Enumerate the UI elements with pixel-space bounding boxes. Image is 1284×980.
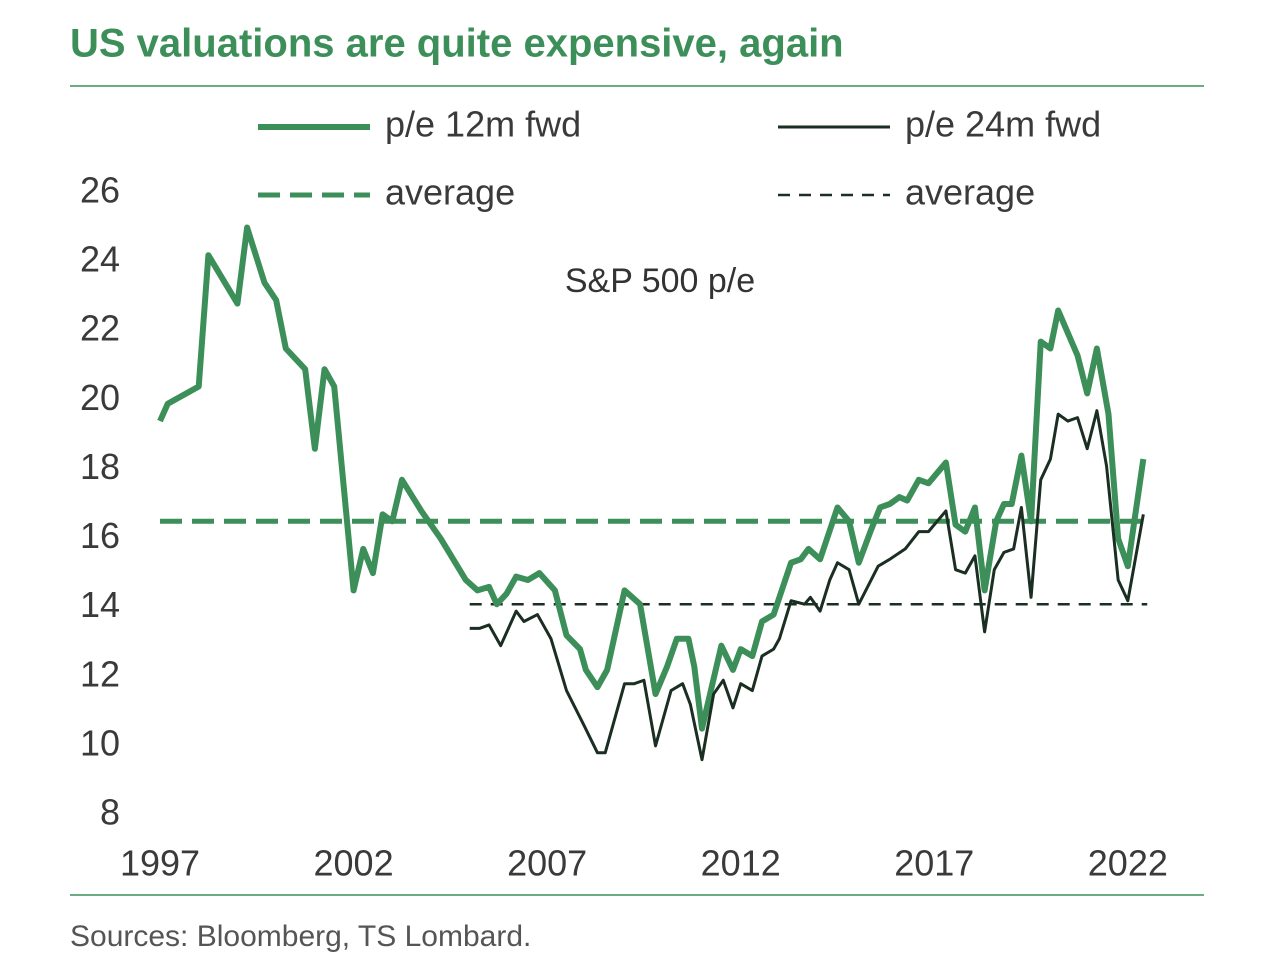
y-tick-label: 10 (80, 722, 120, 763)
chart-title: US valuations are quite expensive, again (70, 22, 844, 66)
y-tick-label: 20 (80, 377, 120, 418)
x-tick-label: 2012 (701, 843, 781, 884)
legend-label: p/e 24m fwd (905, 104, 1101, 145)
x-tick-label: 2007 (507, 843, 587, 884)
series-line (469, 409, 1145, 762)
y-tick-label: 8 (100, 792, 120, 833)
legend-label: average (385, 172, 515, 213)
y-tick-label: 24 (80, 239, 120, 280)
source-note: Sources: Bloomberg, TS Lombard. (70, 920, 531, 953)
legend-label: p/e 12m fwd (385, 104, 581, 145)
y-tick-label: 16 (80, 515, 120, 556)
x-tick-label: 2017 (894, 843, 974, 884)
y-tick-label: 18 (80, 446, 120, 487)
y-tick-label: 26 (80, 170, 120, 211)
series-line (157, 224, 1147, 732)
x-tick-label: 2022 (1088, 843, 1168, 884)
x-tick-label: 2002 (314, 843, 394, 884)
y-tick-label: 14 (80, 584, 120, 625)
legend-label: average (905, 172, 1035, 213)
y-tick-label: 22 (80, 308, 120, 349)
y-tick-label: 12 (80, 653, 120, 694)
annotation: S&P 500 p/e (565, 262, 755, 300)
x-tick-label: 1997 (120, 843, 200, 884)
